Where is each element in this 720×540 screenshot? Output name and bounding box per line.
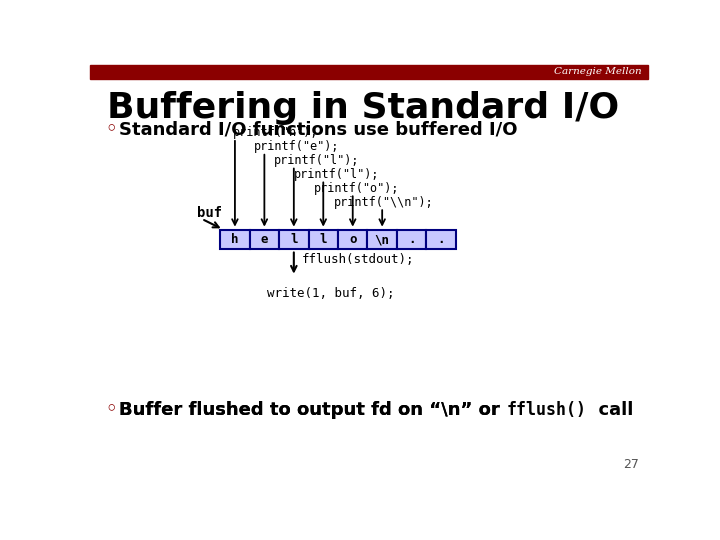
Bar xyxy=(397,231,426,249)
Bar xyxy=(426,231,456,249)
Text: o: o xyxy=(349,233,356,246)
Text: printf("o");: printf("o"); xyxy=(314,182,400,195)
Text: fflush(): fflush() xyxy=(506,401,587,418)
Bar xyxy=(367,231,397,249)
Text: l: l xyxy=(290,233,297,246)
Text: l: l xyxy=(320,233,327,246)
Bar xyxy=(220,231,250,249)
Text: buf: buf xyxy=(197,206,222,220)
Text: Carnegie Mellon: Carnegie Mellon xyxy=(554,68,642,76)
Text: printf("e");: printf("e"); xyxy=(253,140,339,153)
Bar xyxy=(309,231,338,249)
Text: printf("l");: printf("l"); xyxy=(294,168,379,181)
Bar xyxy=(338,231,367,249)
Text: printf("\\n");: printf("\\n"); xyxy=(334,195,434,208)
Text: Buffering in Standard I/O: Buffering in Standard I/O xyxy=(107,91,619,125)
Bar xyxy=(90,65,648,79)
Bar xyxy=(279,231,309,249)
Text: h: h xyxy=(231,233,238,246)
Text: Buffer flushed to output fd on “\n” or: Buffer flushed to output fd on “\n” or xyxy=(120,401,506,418)
Text: .: . xyxy=(437,233,445,246)
Text: e: e xyxy=(261,233,268,246)
Text: ◦: ◦ xyxy=(106,120,117,138)
Text: Buffer flushed to output fd on “\n” or: Buffer flushed to output fd on “\n” or xyxy=(120,401,506,418)
Text: printf("l");: printf("l"); xyxy=(274,154,359,167)
Text: .: . xyxy=(408,233,415,246)
Text: ◦: ◦ xyxy=(106,401,117,418)
Text: 27: 27 xyxy=(623,458,639,471)
Bar xyxy=(250,231,279,249)
Text: call: call xyxy=(587,401,634,418)
Text: write(1, buf, 6);: write(1, buf, 6); xyxy=(266,287,395,300)
Text: Standard I/O functions use buffered I/O: Standard I/O functions use buffered I/O xyxy=(120,120,518,138)
Text: fflush(stdout);: fflush(stdout); xyxy=(302,253,414,266)
Text: \n: \n xyxy=(374,233,390,246)
Text: printf("h");: printf("h"); xyxy=(233,126,319,139)
